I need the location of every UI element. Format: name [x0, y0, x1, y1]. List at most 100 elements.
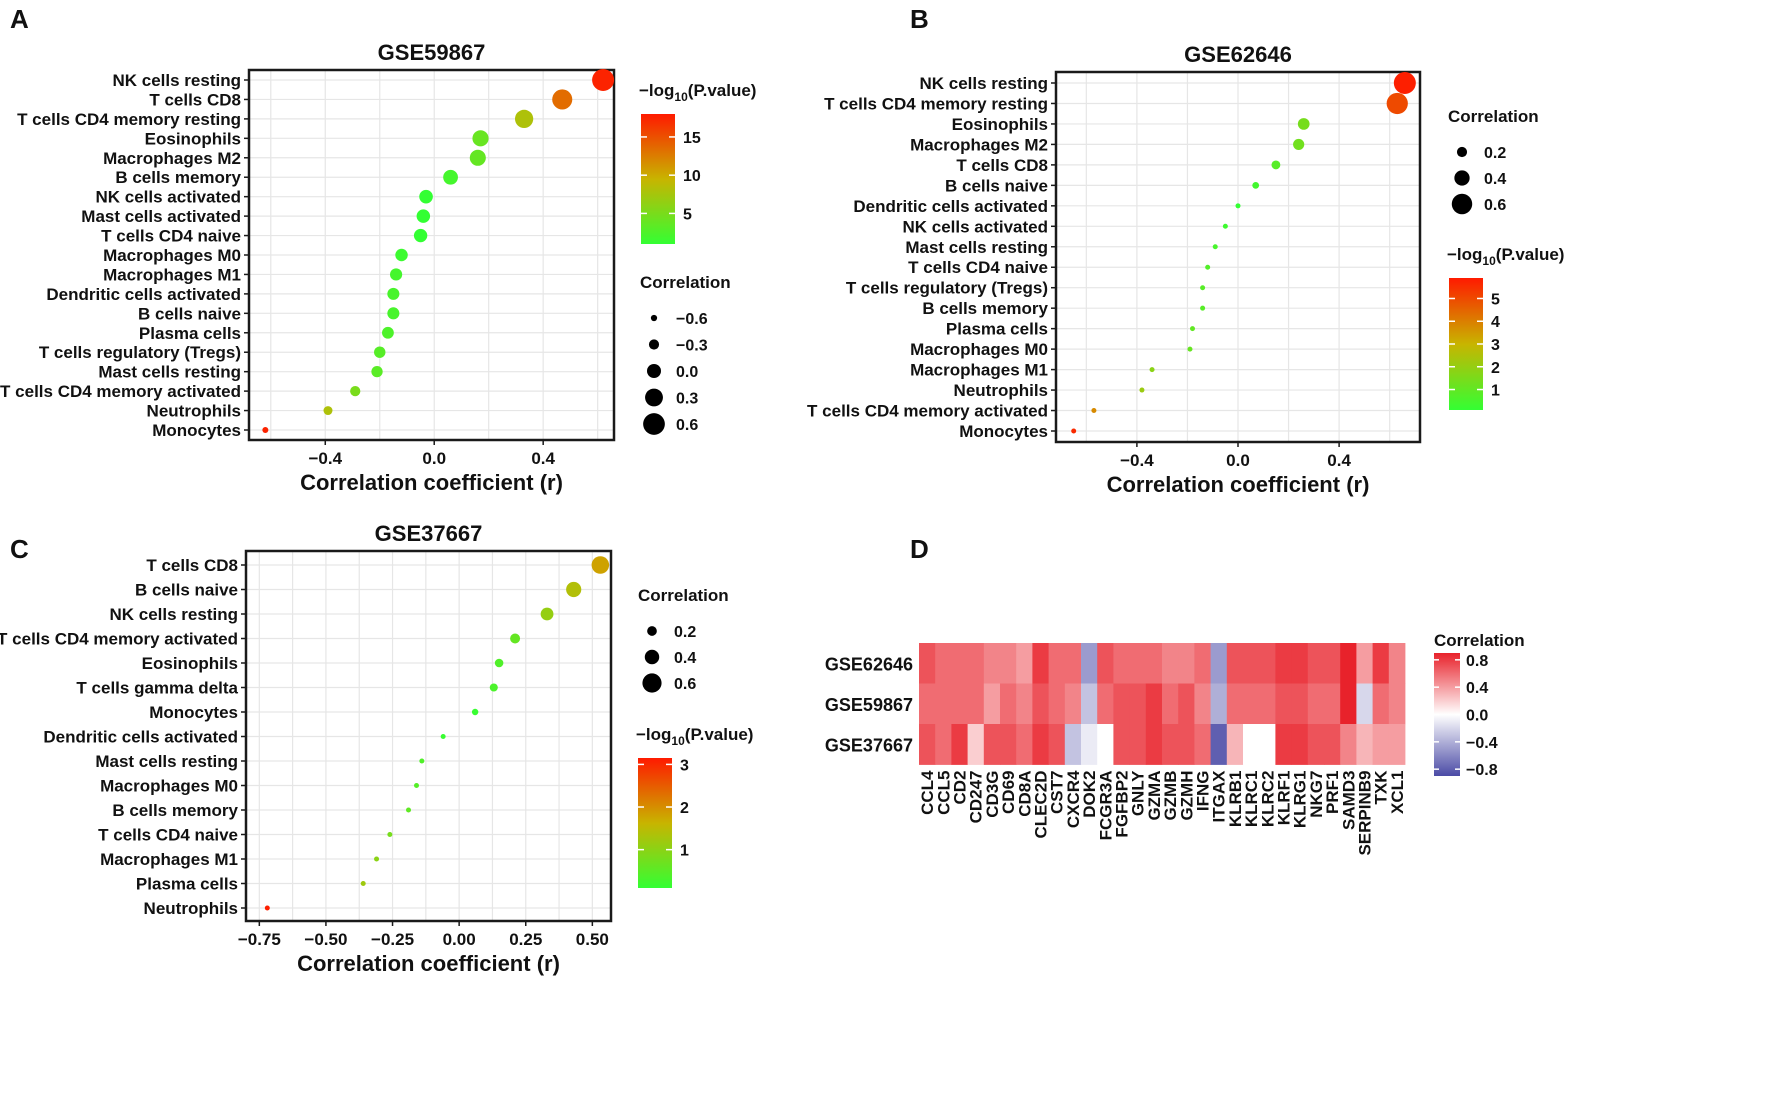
color-legend-title: −log10(P.value) — [1447, 245, 1564, 268]
size-legend-label: 0.0 — [676, 364, 698, 381]
heatmap-column-label: CD8A — [1015, 771, 1034, 817]
data-point — [1091, 408, 1097, 414]
heatmap-cell — [1340, 683, 1357, 725]
data-point — [471, 708, 479, 716]
heatmap-cell — [1372, 683, 1390, 725]
heatmap-cell — [1162, 643, 1179, 684]
category-label: Monocytes — [149, 703, 238, 722]
x-tick-label: 0.0 — [1226, 451, 1250, 470]
heatmap-column-label: DOK2 — [1080, 771, 1099, 818]
data-point — [440, 734, 446, 739]
category-label: NK cells resting — [110, 605, 239, 624]
heatmap-cell — [1145, 724, 1163, 765]
heatmap-cell — [1210, 643, 1228, 684]
data-point — [350, 385, 361, 397]
heatmap-cell — [1259, 683, 1276, 725]
heatmap-cell — [1097, 724, 1114, 765]
data-point — [374, 346, 386, 358]
data-point — [1212, 244, 1218, 250]
heatmap-column-label: NKG7 — [1307, 771, 1326, 818]
size-legend-label: 0.3 — [676, 391, 698, 408]
heatmap-cell — [1162, 683, 1179, 725]
heatmap-cell — [1016, 683, 1033, 725]
size-legend-label: 0.2 — [674, 624, 696, 641]
category-label: Dendritic cells activated — [43, 728, 238, 747]
panel-d-heatmap: GSE62646 GSE59867 GSE37667 CCL4CCL5CD2CD247… — [825, 631, 1525, 856]
heatmap-cell — [919, 683, 936, 725]
category-label: Mast cells resting — [905, 238, 1048, 257]
category-label: Neutrophils — [954, 381, 1048, 400]
heatmap-cell — [1356, 683, 1373, 725]
data-point — [1071, 428, 1077, 434]
size-legend-label: 0.6 — [676, 417, 698, 434]
heatmap-row-label: GSE59867 — [825, 695, 913, 715]
heatmap-cell — [1016, 724, 1033, 765]
heatmap-cell — [1291, 724, 1309, 765]
chart-title: GSE37667 — [375, 521, 483, 546]
data-point — [489, 683, 498, 692]
heatmap-cell — [1275, 724, 1292, 765]
data-point — [1297, 118, 1310, 130]
heatmap-column-label: CCL4 — [918, 770, 937, 815]
heatmap-cell — [951, 643, 968, 684]
heatmap-cell — [919, 724, 936, 765]
heatmap-column-label: CD247 — [967, 770, 986, 823]
heatmap-column-label: GZMH — [1177, 771, 1196, 821]
heatmap-column-label: CD69 — [999, 771, 1018, 814]
size-legend-label: −0.3 — [676, 338, 708, 355]
x-tick-label: 0.00 — [443, 930, 476, 949]
size-legend-title: Correlation — [1448, 107, 1539, 126]
data-point — [1205, 264, 1211, 270]
data-point — [1293, 138, 1305, 151]
category-label: B cells memory — [922, 299, 1048, 318]
data-point — [1187, 346, 1193, 352]
heatmap-cell — [1064, 724, 1082, 765]
heatmap-cell — [1194, 683, 1211, 725]
x-tick-label: 0.4 — [1327, 451, 1351, 470]
panel-label-c: C — [10, 534, 29, 564]
heatmap-cell — [951, 724, 968, 765]
heatmap-cell — [1324, 683, 1341, 725]
data-point — [552, 89, 573, 110]
category-label: Macrophages M1 — [103, 265, 241, 284]
size-legend-dot — [642, 673, 662, 693]
heatmap-cell — [983, 724, 1001, 765]
color-legend-title: −log10(P.value) — [636, 725, 753, 748]
color-scale-label: 2 — [1491, 360, 1500, 377]
data-point — [406, 807, 412, 813]
heatmap-cell — [935, 683, 952, 725]
heatmap-legend-label: 0.4 — [1466, 680, 1488, 697]
category-label: Neutrophils — [144, 899, 238, 918]
category-label: B cells naive — [138, 304, 241, 323]
heatmap-cell — [1048, 643, 1066, 684]
category-label: T cells CD8 — [149, 90, 241, 109]
heatmap-column-label: SERPINB9 — [1356, 771, 1375, 856]
heatmap-cell — [1194, 643, 1211, 684]
category-label: T cells CD4 naive — [908, 258, 1048, 277]
heatmap-cell — [983, 683, 1001, 725]
color-scale-label: 2 — [680, 800, 689, 817]
category-label: Mast cells activated — [81, 207, 241, 226]
heatmap-cell — [1097, 683, 1114, 725]
data-point — [592, 69, 615, 91]
category-label: NK cells activated — [95, 188, 241, 207]
category-label: T cells regulatory (Tregs) — [39, 343, 241, 362]
heatmap-cell — [935, 643, 952, 684]
heatmap-column-label: XCL1 — [1388, 771, 1407, 814]
panel-label-b: B — [910, 4, 929, 34]
heatmap-column-label: KLRG1 — [1291, 771, 1310, 829]
size-legend-dot — [1456, 146, 1468, 158]
category-label: T cells CD4 memory resting — [824, 94, 1048, 113]
heatmap-cell — [1275, 643, 1292, 684]
heatmap-cell — [1032, 643, 1049, 684]
heatmap-cell — [1145, 683, 1163, 725]
data-point — [323, 406, 333, 416]
heatmap-cell — [1210, 683, 1228, 725]
data-point — [566, 581, 582, 598]
heatmap-cell — [1129, 643, 1147, 684]
category-label: T cells regulatory (Tregs) — [846, 279, 1048, 298]
size-legend-label: −0.6 — [676, 311, 708, 328]
heatmap-cell — [1064, 643, 1082, 684]
